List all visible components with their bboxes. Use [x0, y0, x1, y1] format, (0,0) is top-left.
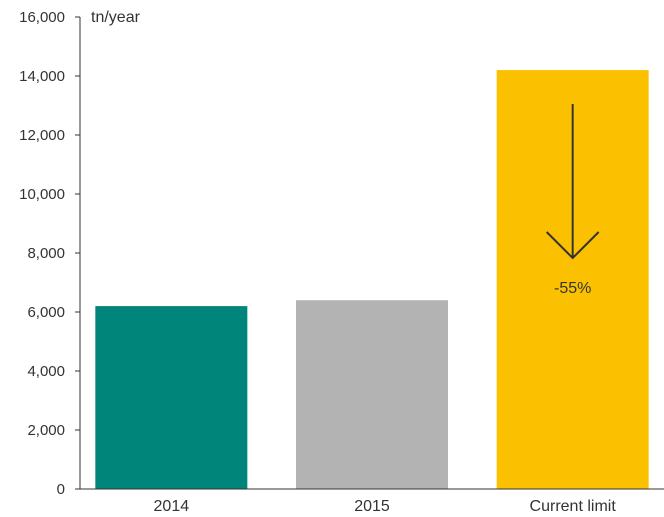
reduction-label: -55% [554, 280, 591, 297]
y-tick-label: 10,000 [19, 186, 65, 203]
down-arrow-icon [545, 231, 600, 260]
y-tick-label: 12,000 [19, 127, 65, 144]
x-category-label: 2014 [154, 498, 190, 515]
y-axis: 0 2,000 4,000 6,000 8,000 10,000 12,000 14,000 1… [19, 9, 81, 498]
y-tick-label: 2,000 [27, 422, 65, 439]
y-tick-label: 6,000 [27, 304, 65, 321]
bar-2014 [95, 306, 248, 489]
y-tick-label: 14,000 [19, 68, 65, 85]
bars [95, 70, 649, 489]
y-tick-label: 4,000 [27, 363, 65, 380]
annotation: -55% [545, 104, 600, 297]
y-tick-label: 16,000 [19, 9, 65, 26]
y-axis-unit-label: tn/year [91, 9, 141, 26]
y-tick-label: 8,000 [27, 245, 65, 262]
x-category-label: Current limit [530, 498, 617, 515]
x-category-label: 2015 [354, 498, 390, 515]
bar-2015 [296, 300, 448, 489]
x-axis: 2014 2015 Current limit [80, 488, 664, 515]
y-tick-label: 0 [57, 481, 65, 498]
